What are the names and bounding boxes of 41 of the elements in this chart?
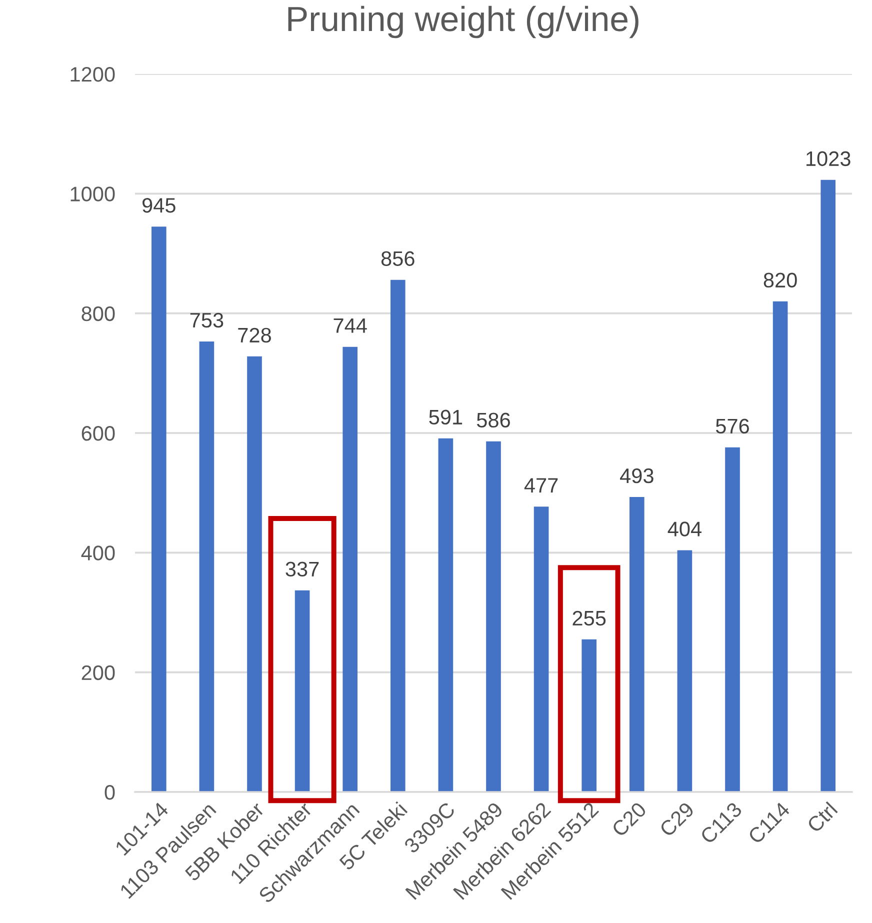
data-label: 856 xyxy=(381,251,414,266)
data-label: 591 xyxy=(429,410,462,425)
bar xyxy=(247,356,262,792)
data-label: 820 xyxy=(764,272,797,288)
data-label: 744 xyxy=(334,318,367,333)
data-label: 493 xyxy=(620,468,654,484)
data-label: 1023 xyxy=(806,151,850,166)
data-label: 255 xyxy=(572,610,606,626)
bar xyxy=(582,639,597,792)
x-tick-label: C20 xyxy=(611,801,648,838)
data-label: 337 xyxy=(286,562,319,577)
bar xyxy=(629,497,644,792)
data-label: 477 xyxy=(524,478,558,493)
data-label: 404 xyxy=(668,522,702,536)
data-label: 728 xyxy=(238,328,271,343)
y-tick-label: 600 xyxy=(82,426,115,441)
y-tick-label: 400 xyxy=(81,546,115,560)
y-tick-label: 800 xyxy=(82,306,115,322)
data-label: 586 xyxy=(476,412,510,428)
data-label: 576 xyxy=(716,418,749,434)
bar xyxy=(486,441,501,792)
y-tick-label: 1200 xyxy=(70,67,115,82)
bar xyxy=(438,438,454,792)
bar xyxy=(677,550,692,792)
data-label: 753 xyxy=(190,312,224,328)
y-tick-label: 0 xyxy=(104,785,115,800)
bar xyxy=(772,301,788,792)
data-label: 945 xyxy=(142,198,176,213)
y-tick-label: 1000 xyxy=(70,186,115,202)
chart-title: Pruning weight (g/vine) xyxy=(288,6,638,38)
bar xyxy=(725,447,740,792)
bar xyxy=(151,226,166,792)
bar xyxy=(342,346,358,792)
bar xyxy=(199,341,214,792)
bar xyxy=(534,506,549,792)
x-tick-label: Ctrl xyxy=(806,801,838,834)
bar xyxy=(820,180,836,792)
bar xyxy=(390,280,406,792)
bar xyxy=(294,590,310,792)
x-tick-label: C29 xyxy=(658,801,695,838)
y-tick-label: 200 xyxy=(82,665,115,680)
